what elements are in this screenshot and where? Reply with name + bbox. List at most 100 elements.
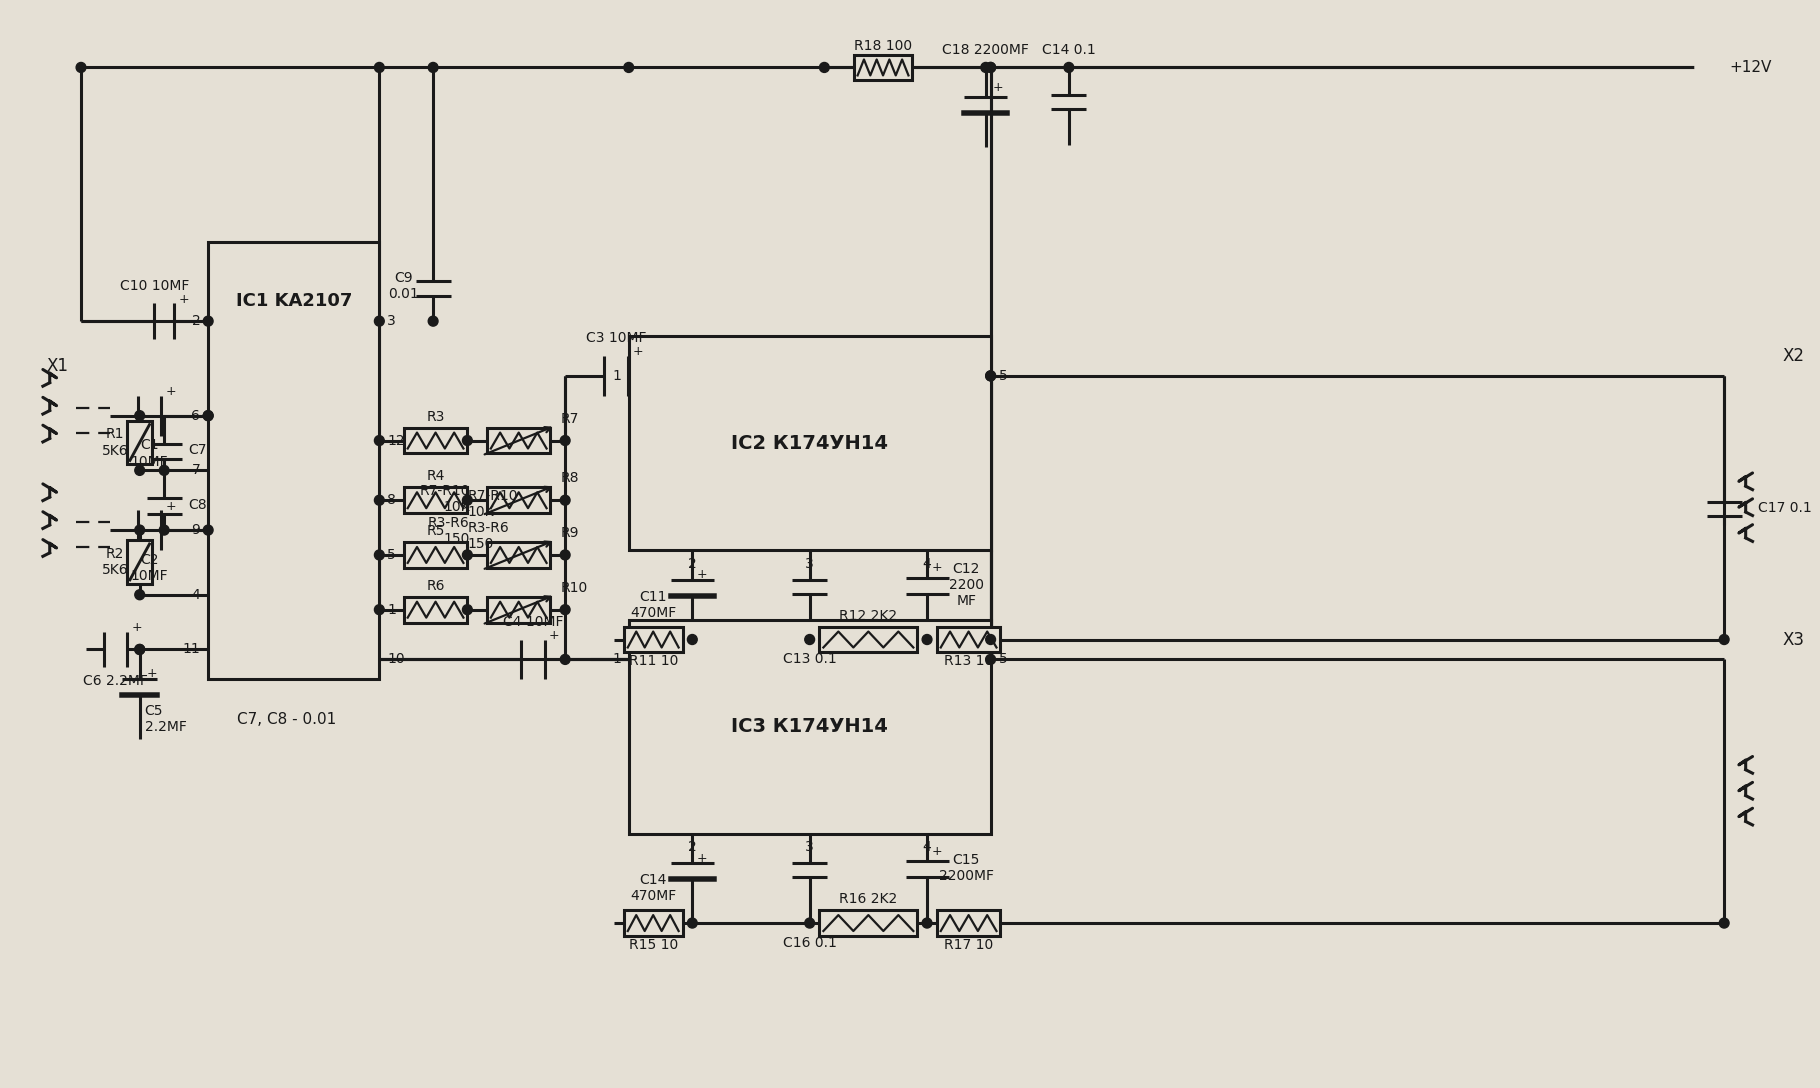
Text: +: + bbox=[166, 385, 177, 398]
Circle shape bbox=[986, 371, 996, 381]
Circle shape bbox=[986, 655, 996, 665]
Circle shape bbox=[986, 62, 996, 73]
Circle shape bbox=[135, 644, 144, 655]
Text: C18 2200MF: C18 2200MF bbox=[943, 42, 1028, 57]
Text: R13 10: R13 10 bbox=[945, 654, 994, 668]
Text: C14
470MF: C14 470MF bbox=[630, 874, 677, 903]
Text: X3: X3 bbox=[1784, 631, 1805, 648]
Text: 5: 5 bbox=[999, 653, 1006, 667]
Text: +: + bbox=[697, 852, 708, 865]
Circle shape bbox=[1696, 53, 1724, 82]
Text: C11
470MF: C11 470MF bbox=[630, 590, 677, 620]
Circle shape bbox=[561, 495, 570, 505]
Text: C8: C8 bbox=[189, 498, 207, 512]
Bar bbox=[937, 911, 1001, 936]
Text: C7: C7 bbox=[189, 444, 207, 457]
Text: R9: R9 bbox=[561, 527, 579, 540]
Circle shape bbox=[428, 317, 439, 326]
Bar bbox=[624, 911, 682, 936]
Text: R7-R10
10K
R3-R6
150: R7-R10 10K R3-R6 150 bbox=[468, 489, 519, 552]
Circle shape bbox=[1720, 634, 1729, 644]
Circle shape bbox=[375, 605, 384, 615]
Circle shape bbox=[986, 371, 996, 381]
Text: IC1 KA2107: IC1 KA2107 bbox=[235, 293, 351, 310]
Text: +: + bbox=[992, 81, 1003, 94]
Bar bbox=[404, 428, 468, 454]
Text: +12V: +12V bbox=[1729, 60, 1771, 75]
Circle shape bbox=[160, 526, 169, 535]
Text: IC3 К174УН14: IC3 К174УН14 bbox=[732, 717, 888, 737]
Text: +: + bbox=[932, 561, 943, 574]
Text: 10: 10 bbox=[388, 653, 404, 667]
Text: C4 10MF: C4 10MF bbox=[502, 615, 562, 629]
Text: IC2 К174УН14: IC2 К174УН14 bbox=[732, 433, 888, 453]
Text: 5: 5 bbox=[999, 369, 1006, 383]
Text: C10 10MF: C10 10MF bbox=[120, 280, 189, 294]
Text: R4: R4 bbox=[426, 469, 444, 483]
Text: R7: R7 bbox=[561, 411, 579, 425]
Text: 4: 4 bbox=[923, 557, 932, 571]
Circle shape bbox=[375, 62, 384, 73]
Text: 4: 4 bbox=[923, 840, 932, 854]
Circle shape bbox=[204, 410, 213, 421]
Text: +: + bbox=[632, 346, 642, 358]
Circle shape bbox=[923, 918, 932, 928]
Bar bbox=[488, 487, 550, 514]
Bar bbox=[404, 487, 468, 514]
Circle shape bbox=[204, 317, 213, 326]
Text: C3 10MF: C3 10MF bbox=[586, 331, 646, 345]
Text: 2: 2 bbox=[191, 314, 200, 329]
Bar bbox=[127, 421, 153, 465]
Text: C7, C8 - 0.01: C7, C8 - 0.01 bbox=[237, 712, 337, 727]
Circle shape bbox=[688, 918, 697, 928]
Text: 2: 2 bbox=[688, 557, 697, 571]
Text: +: + bbox=[146, 667, 157, 680]
Text: R12 2K2: R12 2K2 bbox=[839, 608, 897, 622]
Text: 4: 4 bbox=[191, 588, 200, 602]
Bar bbox=[624, 627, 682, 653]
Circle shape bbox=[1065, 62, 1074, 73]
Circle shape bbox=[804, 634, 815, 644]
Text: 6: 6 bbox=[191, 409, 200, 422]
Circle shape bbox=[819, 62, 830, 73]
Bar bbox=[819, 627, 917, 653]
Circle shape bbox=[375, 435, 384, 445]
Text: +: + bbox=[550, 629, 561, 642]
Text: X1: X1 bbox=[47, 357, 69, 375]
Text: +: + bbox=[932, 845, 943, 858]
Circle shape bbox=[204, 526, 213, 535]
Text: 1: 1 bbox=[612, 653, 621, 667]
Circle shape bbox=[375, 495, 384, 505]
Text: 8: 8 bbox=[388, 493, 397, 507]
Bar bbox=[628, 336, 990, 549]
Circle shape bbox=[462, 435, 471, 445]
Text: +: + bbox=[131, 621, 142, 634]
Circle shape bbox=[135, 410, 144, 421]
Circle shape bbox=[135, 644, 144, 655]
Text: 11: 11 bbox=[182, 642, 200, 656]
Text: C2
10MF: C2 10MF bbox=[131, 553, 167, 583]
Text: R17 10: R17 10 bbox=[945, 938, 994, 952]
Text: R7-R10
10K
R3-R6
150: R7-R10 10K R3-R6 150 bbox=[419, 484, 470, 546]
Bar bbox=[207, 242, 379, 679]
Circle shape bbox=[688, 634, 697, 644]
Text: 3: 3 bbox=[804, 557, 814, 571]
Text: R5: R5 bbox=[426, 524, 444, 539]
Text: R15 10: R15 10 bbox=[628, 938, 677, 952]
Text: R2
5K6: R2 5K6 bbox=[102, 547, 129, 577]
Text: 3: 3 bbox=[388, 314, 397, 329]
Circle shape bbox=[462, 605, 471, 615]
Text: R6: R6 bbox=[426, 579, 444, 593]
Text: R1
5K6: R1 5K6 bbox=[102, 428, 129, 458]
Text: R3: R3 bbox=[426, 410, 444, 423]
Text: R10: R10 bbox=[561, 581, 588, 595]
Text: 2: 2 bbox=[688, 840, 697, 854]
Circle shape bbox=[375, 317, 384, 326]
Text: +: + bbox=[166, 499, 177, 512]
Circle shape bbox=[135, 526, 144, 535]
Circle shape bbox=[135, 466, 144, 475]
Text: C5
2.2MF: C5 2.2MF bbox=[144, 704, 186, 734]
Bar bbox=[819, 911, 917, 936]
Bar bbox=[404, 542, 468, 568]
Circle shape bbox=[428, 62, 439, 73]
